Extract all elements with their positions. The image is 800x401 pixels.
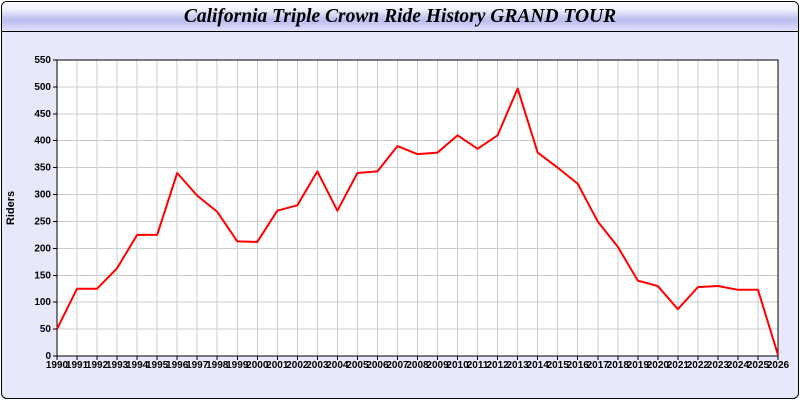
svg-text:550: 550 — [34, 55, 51, 66]
svg-text:2010: 2010 — [446, 360, 469, 371]
svg-text:250: 250 — [34, 216, 51, 227]
svg-text:2026: 2026 — [767, 360, 790, 371]
svg-text:350: 350 — [34, 163, 51, 174]
svg-text:50: 50 — [40, 324, 52, 335]
svg-text:300: 300 — [34, 190, 51, 201]
svg-text:400: 400 — [34, 136, 51, 147]
svg-text:450: 450 — [34, 109, 51, 120]
svg-text:Riders: Riders — [5, 191, 17, 225]
svg-text:500: 500 — [34, 82, 51, 93]
svg-text:150: 150 — [34, 270, 51, 281]
svg-text:100: 100 — [34, 297, 51, 308]
svg-text:200: 200 — [34, 243, 51, 254]
